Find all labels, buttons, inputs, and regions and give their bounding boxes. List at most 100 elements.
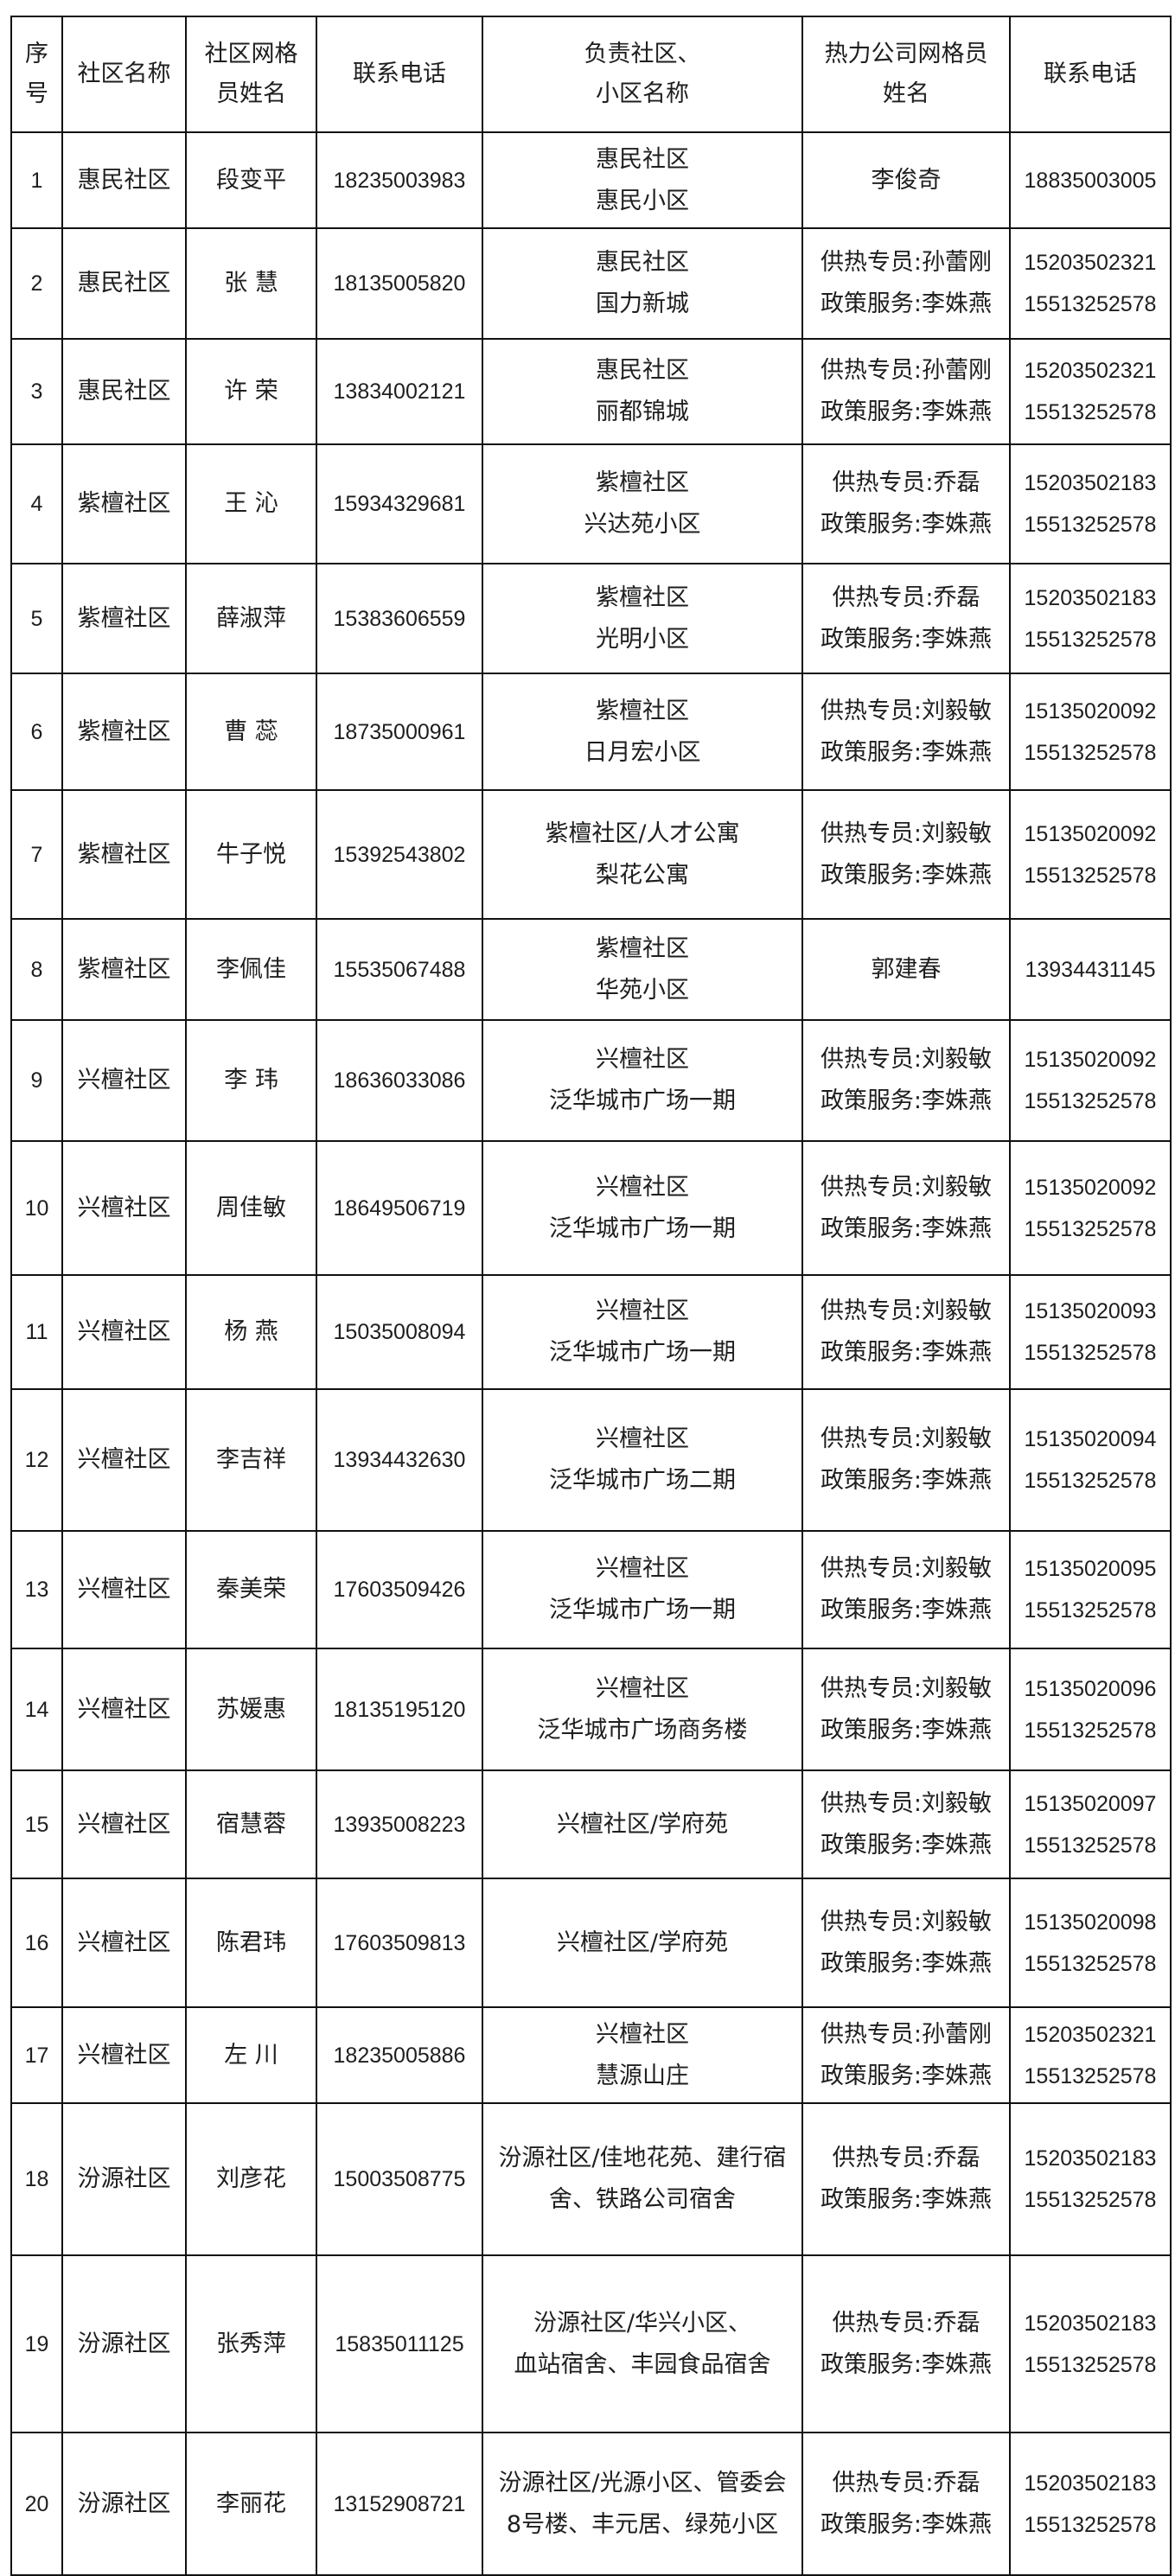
heat-phone-cell-line: 15203502183	[1024, 585, 1157, 610]
community-name-cell: 兴檀社区	[61, 1388, 187, 1532]
grid-member-name-cell: 王 沁	[185, 443, 317, 564]
grid-member-name-cell: 许 荣	[185, 338, 317, 445]
table-row: 18 汾源社区 刘彦花 15003508775 汾源社区/佳地花苑、建行宿 舍、铁路公司宿…	[10, 2102, 1172, 2256]
header-text: 社区网格	[204, 41, 298, 67]
phone-cell: 18235005886	[316, 2006, 483, 2104]
seq-cell: 17	[10, 2006, 63, 2104]
areas-cell: 兴檀社区 泛华城市广场商务楼	[482, 1648, 803, 1771]
community-name-cell: 兴檀社区	[61, 2006, 187, 2104]
heat-phone-cell-line: 15203502183	[1024, 2146, 1157, 2171]
seq-cell: 5	[10, 563, 63, 674]
table-row: 11 兴檀社区杨 燕 15035008094 兴檀社区 泛华城市广场一期 供热专员:刘毅敏…	[10, 1274, 1172, 1390]
heat-phone-cell-line: 15513252578	[1024, 1469, 1157, 1493]
heat-staff-cell-line: 供热专员:刘毅敏	[820, 819, 993, 847]
heat-staff-cell-line: 供热专员:孙蕾刚	[820, 357, 993, 384]
areas-cell-line: 兴檀社区	[596, 1298, 689, 1324]
heat-staff-cell-line: 供热专员:刘毅敏	[820, 1555, 993, 1582]
heat-staff-cell-line: 政策服务:李姝燕	[820, 1215, 993, 1242]
heat-staff-cell-line: 供热专员:孙蕾刚	[820, 249, 993, 276]
heat-staff-cell: 供热专员:乔磊 政策服务:李姝燕	[801, 2432, 1011, 2576]
phone-cell: 15535067488	[316, 918, 483, 1021]
heat-staff-cell-line: 供热专员:刘毅敏	[820, 1298, 993, 1324]
phone-cell: 13834002121	[316, 338, 483, 445]
table-row: 13 兴檀社区 秦美荣 17603509426 兴檀社区 泛华城市广场一期 供热专员:刘毅敏…	[10, 1530, 1172, 1649]
areas-cell: 兴檀社区 泛华城市广场二期	[482, 1388, 803, 1532]
table-row: 19 汾源社区 张秀萍 15835011125 汾源社区/华兴小区、 血站宿舍、丰园食品宿…	[10, 2254, 1172, 2433]
heat-staff-cell: 李俊奇	[801, 131, 1011, 229]
grid-member-name-cell: 牛子悦	[185, 789, 317, 920]
heat-phone-cell: 15135020092 15513252578	[1009, 1140, 1172, 1276]
header-text: 联系电话	[1044, 61, 1137, 87]
areas-cell: 兴檀社区/学府苑	[482, 1878, 803, 2008]
heat-phone-cell: 15135020094 15513252578	[1009, 1388, 1172, 1532]
phone-cell: 15035008094	[316, 1274, 483, 1390]
header-text: 热力公司网格员	[824, 41, 988, 67]
areas-cell-line: 光明小区	[596, 625, 689, 653]
community-name-cell: 汾源社区	[61, 2102, 187, 2256]
header-community-name: 社区名称	[61, 16, 187, 133]
heat-staff-cell-line: 供热专员:孙蕾刚	[820, 2020, 993, 2048]
heat-staff-cell-line: 供热专员:刘毅敏	[820, 1789, 993, 1817]
grid-member-name-cell: 左 川	[185, 2006, 317, 2104]
heat-staff-cell-line: 政策服务:李姝燕	[820, 1716, 993, 1744]
heat-phone-cell: 15135020098 15513252578	[1009, 1878, 1172, 2008]
heat-staff-cell-line: 李俊奇	[871, 166, 942, 194]
heat-phone-cell: 15203502183 15513252578	[1009, 563, 1172, 674]
community-name-cell: 紫檀社区	[61, 443, 187, 564]
heat-phone-cell: 15135020096 15513252578	[1009, 1648, 1172, 1771]
grid-member-name-cell: 周佳敏	[185, 1140, 317, 1276]
heat-staff-cell-line: 供热专员:刘毅敏	[820, 1173, 993, 1201]
areas-cell-line: 兴檀社区/学府苑	[556, 1810, 729, 1838]
areas-cell-line: 紫檀社区	[596, 697, 689, 724]
community-name-cell: 汾源社区	[61, 2254, 187, 2433]
heat-phone-cell-line: 15513252578	[1024, 1951, 1157, 1976]
areas-cell: 紫檀社区/人才公寓 梨花公寓	[482, 789, 803, 920]
areas-cell-line: 惠民小区	[596, 187, 689, 214]
community-name-cell: 紫檀社区	[61, 918, 187, 1021]
community-name-cell: 汾源社区	[61, 2432, 187, 2576]
heat-phone-cell-line: 15203502321	[1024, 2022, 1157, 2047]
seq-cell: 15	[10, 1769, 63, 1879]
grid-member-name-cell: 李丽花	[185, 2432, 317, 2576]
heat-staff-cell: 供热专员:刘毅敏 政策服务:李姝燕	[801, 1648, 1011, 1771]
heat-staff-cell-line: 供热专员:乔磊	[832, 469, 980, 496]
seq-cell: 1	[10, 131, 63, 229]
areas-cell-line: 8号楼、丰元居、绿苑小区	[506, 2510, 779, 2538]
phone-cell: 13152908721	[316, 2432, 483, 2576]
grid-member-name-cell: 张秀萍	[185, 2254, 317, 2433]
phone-cell: 18235003983	[316, 131, 483, 229]
heat-phone-cell-line: 15203502183	[1024, 2471, 1157, 2496]
phone-cell: 17603509426	[316, 1530, 483, 1649]
heat-phone-cell: 18835003005	[1009, 131, 1172, 229]
areas-cell-line: 泛华城市广场一期	[549, 1087, 736, 1114]
grid-member-name-cell: 李吉祥	[185, 1388, 317, 1532]
heat-staff-cell-line: 供热专员:刘毅敏	[820, 1908, 993, 1935]
heat-staff-cell-line: 政策服务:李姝燕	[820, 290, 993, 317]
heat-staff-cell-line: 政策服务:李姝燕	[820, 1597, 993, 1623]
header-text: 小区名称	[596, 80, 689, 107]
phone-cell: 17603509813	[316, 1878, 483, 2008]
table-row: 6 紫檀社区曹 蕊 18735000961 紫檀社区 日月宏小区 供热专员:刘毅敏 政策服务…	[10, 673, 1172, 791]
heat-phone-cell-line: 15203502183	[1024, 2311, 1157, 2336]
table-row: 15 兴檀社区 宿慧蓉 13935008223 兴檀社区/学府苑 供热专员:刘毅敏 政策服务…	[10, 1769, 1172, 1879]
heat-phone-cell-line: 15135020092	[1024, 698, 1157, 724]
areas-cell-line: 国力新城	[596, 290, 689, 317]
seq-cell: 16	[10, 1878, 63, 2008]
areas-cell: 惠民社区 惠民小区	[482, 131, 803, 229]
heat-staff-cell-line: 供热专员:乔磊	[832, 2469, 980, 2496]
areas-cell: 汾源社区/佳地花苑、建行宿 舍、铁路公司宿舍	[482, 2102, 803, 2256]
community-name-cell: 紫檀社区	[61, 673, 187, 791]
areas-cell-line: 兴檀社区	[596, 1173, 689, 1201]
heat-staff-cell: 供热专员:刘毅敏 政策服务:李姝燕	[801, 1878, 1011, 2008]
areas-cell-line: 惠民社区	[596, 145, 689, 173]
seq-cell: 4	[10, 443, 63, 564]
heat-phone-cell: 15203502321 15513252578	[1009, 2006, 1172, 2104]
header-areas: 负责社区、 小区名称	[482, 16, 803, 133]
heat-phone-cell-line: 15203502321	[1024, 251, 1157, 275]
grid-member-name-cell: 段变平	[185, 131, 317, 229]
seq-cell: 7	[10, 789, 63, 920]
phone-cell: 18735000961	[316, 673, 483, 791]
seq-cell: 19	[10, 2254, 63, 2433]
phone-cell: 18649506719	[316, 1140, 483, 1276]
heat-staff-cell-line: 供热专员:刘毅敏	[820, 697, 993, 724]
